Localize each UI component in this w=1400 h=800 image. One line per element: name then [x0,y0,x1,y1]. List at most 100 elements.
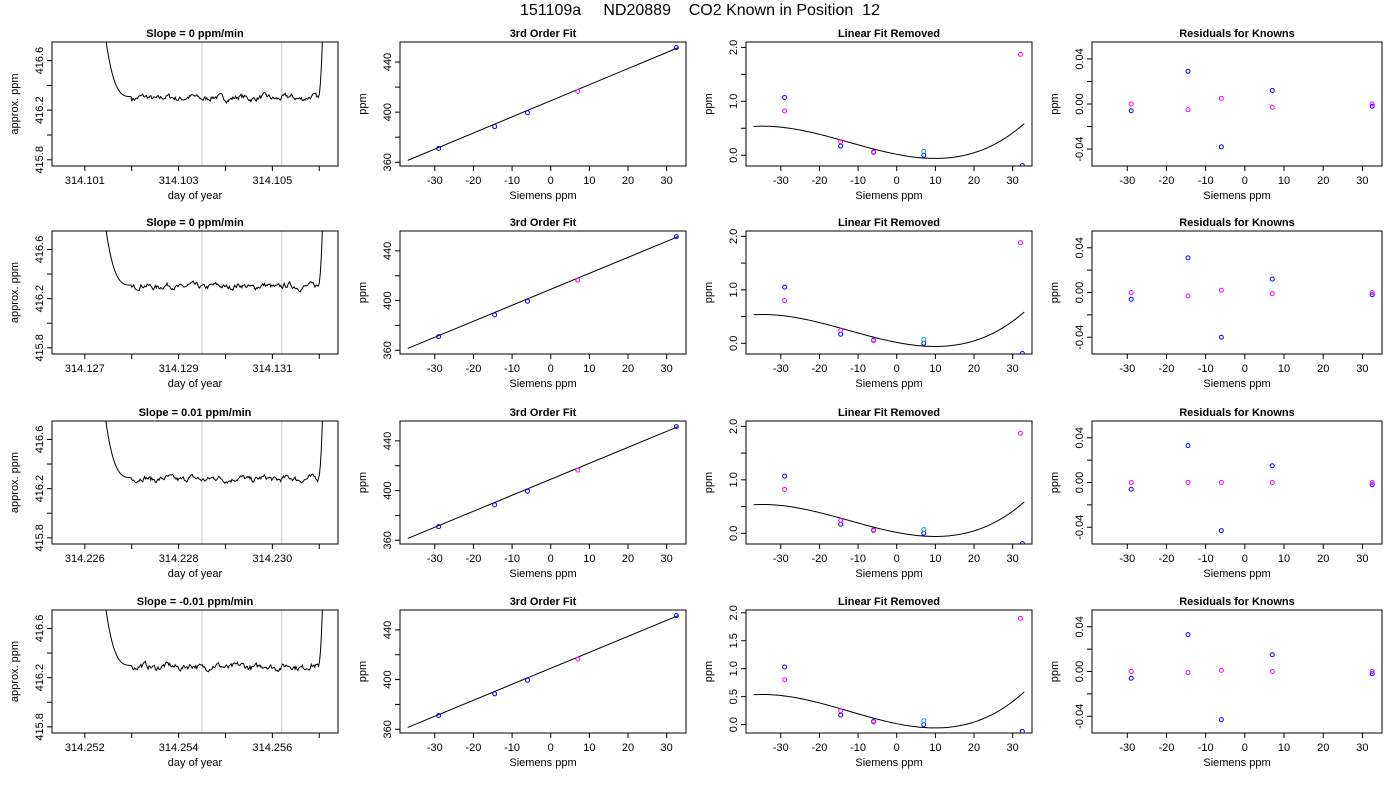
data-point [1269,669,1275,674]
x-tick-label: -10 [850,175,866,187]
panel-1-3: Residuals for Knowns -30 -20 -10 0 10 20 30 -0.0… [1049,217,1383,390]
x-tick-label: 30 [1007,363,1019,375]
data-point [1185,293,1191,299]
data-point [1128,296,1134,302]
x-tick-label: -30 [773,553,789,565]
x-tick-label: 314.127 [65,363,105,375]
x-tick-label: 0 [548,363,554,375]
x-axis-label: Siemens ppm [1203,378,1270,390]
y-tick-label: 416.2 [34,285,46,313]
x-tick-label: 30 [1007,175,1019,187]
data-point [1369,482,1375,488]
data-point [1369,669,1375,674]
x-tick-label: 30 [1007,553,1019,565]
panel-title: Linear Fit Removed [838,217,940,229]
panel-title: Slope = -0.01 ppm/min [137,596,254,608]
y-tick-label: 360 [382,720,394,738]
panel-frame [745,609,1033,734]
y-axis-label: approx. ppm [9,73,21,134]
data-point [492,502,498,508]
x-tick-label: 314.252 [65,742,105,754]
panel-0-1: 3rd Order Fit -30 -20 -10 0 10 20 30 360 400 440 Si… [357,28,687,202]
x-tick-label: 10 [929,363,941,375]
data-point [838,708,844,714]
x-tick-label: -10 [1198,175,1214,187]
y-tick-label: 0.04 [1074,427,1086,448]
x-tick-label: -20 [1159,363,1175,375]
x-tick-label: 30 [1356,742,1368,754]
panel-title: Linear Fit Removed [838,596,940,608]
y-tick-label: 416.6 [34,236,46,264]
plot-area [753,51,1025,166]
data-point [1128,675,1134,681]
x-tick-label: -10 [504,175,520,187]
panel-title: Linear Fit Removed [838,28,940,40]
x-axis-label: Siemens ppm [509,378,576,390]
data-point [921,527,927,533]
y-tick-label: 415.8 [34,146,46,174]
y-axis-label: ppm [357,93,369,114]
y-tick-label: -0.04 [1074,137,1086,162]
y-tick-label: 416.6 [34,426,46,454]
x-tick-label: 0 [894,553,900,565]
x-tick-label: -30 [427,742,443,754]
x-tick-label: -20 [465,175,481,187]
x-tick-label: 10 [583,742,595,754]
trace-line [105,231,323,293]
y-tick-label: 400 [382,291,394,309]
data-point [575,656,581,662]
data-point [673,424,679,430]
data-point [921,718,927,724]
panel-title: Slope = 0.01 ppm/min [139,407,252,419]
fit-curve [753,123,1025,159]
data-point [1017,430,1023,436]
y-tick-label: 0.0 [728,148,740,163]
x-tick-label: -30 [1119,742,1135,754]
x-axis-label: day of year [168,568,223,580]
panel-3-3: Residuals for Knowns -30 -20 -10 0 10 20 30 -0.0… [1049,596,1383,769]
data-point [871,338,877,344]
x-tick-label: -20 [465,742,481,754]
x-tick-label: 314.101 [65,175,105,187]
data-point [1269,276,1275,282]
panel-0-0: Slope = 0 ppm/min 314.101 314.103 314.105 41… [9,28,339,202]
x-tick-label: 10 [583,553,595,565]
x-tick-label: 314.254 [159,742,199,754]
data-point [1218,95,1224,101]
x-tick-label: 314.230 [252,553,292,565]
x-axis-label: day of year [168,190,223,202]
x-tick-label: 10 [1278,742,1290,754]
data-point [525,298,531,304]
data-point [525,110,531,116]
panel-frame [399,609,687,734]
data-point [838,712,844,718]
y-tick-label: 440 [382,432,394,450]
panel-frame [51,420,339,545]
data-point [1218,144,1224,150]
panel-title: 3rd Order Fit [510,28,577,40]
y-tick-label: 416.6 [34,615,46,643]
y-tick-label: 1.0 [728,282,740,297]
data-point [436,713,442,719]
y-tick-label: 1.0 [728,472,740,487]
data-point [1369,290,1375,295]
x-tick-label: 20 [622,742,634,754]
data-point [1019,162,1025,166]
y-axis-label: ppm [703,472,715,493]
y-axis-label: ppm [1049,93,1061,114]
panel-title: 3rd Order Fit [510,217,577,229]
x-tick-label: 30 [661,175,673,187]
data-point [1269,104,1275,110]
x-tick-label: 0 [894,175,900,187]
panel-frame [745,41,1033,167]
y-tick-label: 2.0 [728,605,740,620]
y-tick-label: 0.00 [1074,472,1086,493]
data-point [1369,103,1375,109]
plot-area [753,240,1025,354]
panel-frame [745,230,1033,355]
data-point [1185,255,1191,261]
data-point [782,473,788,479]
y-tick-label: 440 [382,242,394,260]
x-tick-label: 0 [548,742,554,754]
data-point [1269,291,1275,297]
